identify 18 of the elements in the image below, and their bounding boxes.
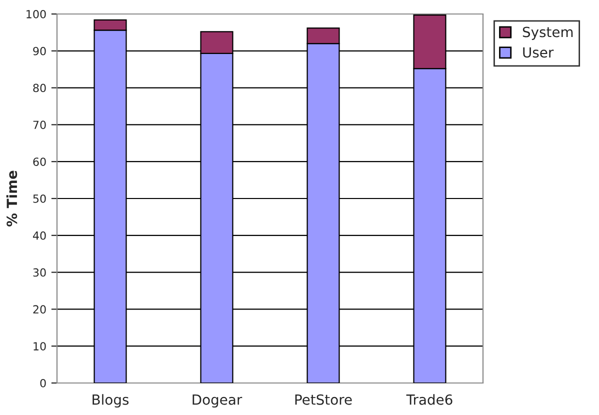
y-tick-label: 70 (33, 120, 46, 130)
x-tick-label: Dogear (192, 394, 242, 408)
y-tick-label: 80 (33, 84, 46, 92)
y-tick-label: 60 (33, 158, 46, 166)
y-tick-label: 0 (40, 378, 46, 388)
x-tick-label: PetStore (295, 394, 352, 405)
x-tick-label: Blogs (92, 394, 129, 408)
legend-label: User (523, 47, 554, 58)
y-tick-label: 40 (32, 231, 46, 240)
y-tick-label: 30 (33, 268, 46, 277)
y-axis-title: % Time (6, 170, 18, 226)
y-tick-label: 90 (33, 46, 46, 56)
legend-label: System (522, 26, 573, 40)
y-tick-label: 20 (33, 305, 46, 314)
y-tick-label: 10 (34, 342, 46, 350)
y-tick-label: 50 (33, 194, 46, 203)
y-tick-label: 100 (26, 10, 46, 18)
x-tick-label: Trade6 (406, 394, 452, 405)
